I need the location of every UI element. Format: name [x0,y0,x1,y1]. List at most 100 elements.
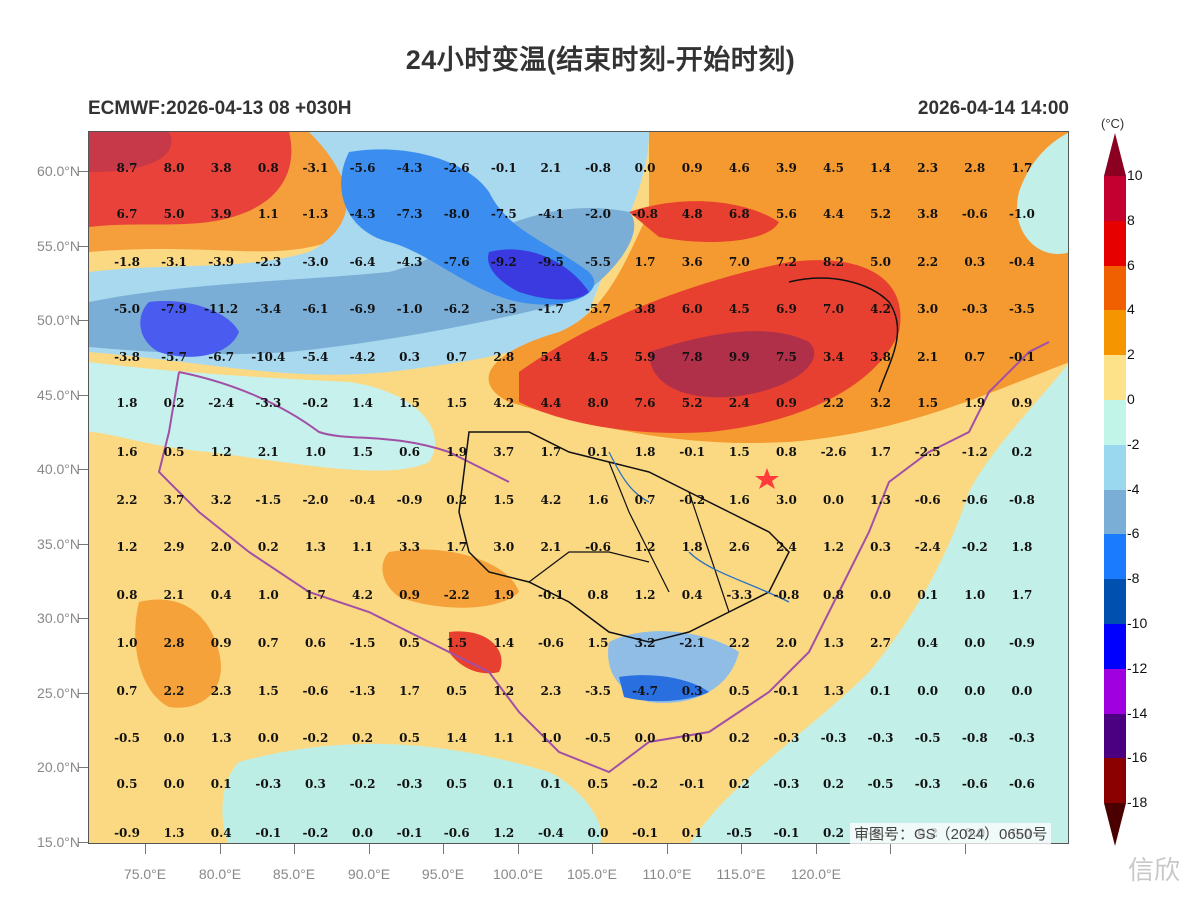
grid-value: -0.3 [1008,731,1035,745]
grid-value: -0.3 [914,777,941,791]
x-tick-label: 90.0°E [347,866,391,882]
grid-value: 1.9 [446,445,468,459]
grid-value: -0.6 [961,777,988,791]
grid-value: -0.5 [114,731,140,745]
grid-value: -6.1 [302,302,329,316]
grid-value: 0.2 [823,826,844,840]
grid-value: 4.5 [823,161,844,175]
y-tick-label: 20.0°N [37,759,80,775]
grid-value: 0.0 [1011,684,1033,698]
grid-value: 5.2 [681,396,703,410]
grid-value: -0.4 [1008,255,1035,269]
grid-value: -0.2 [302,396,329,410]
grid-value: 4.2 [540,493,562,507]
grid-value: -0.5 [726,826,753,840]
grid-value: 1.9 [493,588,515,602]
grid-value: 0.5 [399,731,421,745]
grid-value: -2.4 [208,396,235,410]
grid-value: -2.0 [585,207,611,221]
grid-value: 1.6 [587,493,609,507]
grid-value: -0.1 [773,684,800,698]
grid-value: 0.1 [681,826,703,840]
x-tick-label: 85.0°E [272,866,316,882]
grid-value: -9.2 [490,255,517,269]
grid-value: 1.3 [163,826,185,840]
grid-value: -0.6 [443,826,470,840]
grid-value: 8.0 [163,161,185,175]
grid-value: 0.3 [964,255,986,269]
grid-value: 1.0 [116,636,138,650]
grid-value: -1.8 [114,255,140,269]
colorbar-min-arrow [1104,803,1126,847]
grid-value: 1.5 [493,493,515,507]
colorbar-label: 10 [1127,167,1143,183]
grid-value: 3.9 [210,207,232,221]
grid-value: 1.0 [540,731,562,745]
grid-value: 0.4 [210,588,232,602]
grid-value: 8.7 [116,161,138,175]
grid-value: -0.1 [537,588,564,602]
grid-value: -0.6 [961,493,988,507]
grid-value: 1.5 [446,396,468,410]
grid-value: -0.9 [114,826,140,840]
grid-value: 0.7 [446,350,468,364]
grid-value: 7.0 [728,255,750,269]
grid-value: 2.1 [540,161,562,175]
grid-value: -0.6 [961,207,988,221]
grid-value: -3.3 [726,588,753,602]
grid-value: -2.6 [443,161,470,175]
grid-value: -6.7 [208,350,235,364]
grid-value: -0.6 [1008,777,1035,791]
grid-value: 5.6 [775,207,797,221]
y-tick-label: 60.0°N [37,163,80,179]
grid-value: -0.3 [867,731,894,745]
grid-value: -5.7 [585,302,611,316]
grid-value: 0.7 [634,493,656,507]
grid-value: -9.5 [537,255,564,269]
grid-value: 4.2 [493,396,515,410]
grid-value: 3.4 [823,350,844,364]
grid-value: -8.0 [443,207,470,221]
grid-value: -4.3 [349,207,376,221]
grid-value: 2.1 [540,540,562,554]
colorbar-unit: (°C) [1101,116,1125,131]
y-tick-label: 25.0°N [37,685,80,701]
grid-value: 8.2 [823,255,844,269]
grid-value: 1.4 [352,396,373,410]
colorbar-label: -10 [1127,615,1148,631]
grid-value: 0.9 [775,396,797,410]
model-run-label: ECMWF:2026-04-13 08 +030H [88,98,352,119]
colorbar-segment [1104,758,1126,804]
grid-value: 3.7 [493,445,515,459]
grid-value: 0.1 [587,445,609,459]
grid-value: -0.1 [679,777,706,791]
grid-value: -0.8 [961,731,988,745]
colorbar-label: -12 [1127,659,1148,676]
grid-value: 0.9 [210,636,232,650]
grid-value: 0.5 [116,777,138,791]
colorbar-label: 6 [1127,256,1135,273]
grid-value: 2.7 [870,636,892,650]
grid-value: -0.8 [632,207,659,221]
grid-value: 4.4 [823,207,844,221]
grid-value: 2.9 [163,540,185,554]
grid-value: 7.5 [775,350,797,364]
x-tick-label: 75.0°E [123,866,167,882]
grid-value: 1.9 [964,396,986,410]
grid-value: 2.4 [775,540,797,554]
grid-value: 1.5 [917,396,939,410]
grid-value: -3.3 [255,396,282,410]
grid-value: 5.0 [163,207,185,221]
grid-value: 3.0 [917,302,939,316]
grid-value: -0.8 [773,588,800,602]
grid-value: 5.2 [870,207,892,221]
grid-value: 4.5 [728,302,750,316]
map-approval-number: 审图号：GS（2024）0650号 [850,823,1052,844]
grid-value: -2.1 [679,636,706,650]
grid-value: 2.2 [163,684,185,698]
grid-value: 1.2 [493,826,515,840]
grid-value: -10.4 [251,350,286,364]
grid-value: -0.3 [773,731,800,745]
grid-value: 1.7 [446,540,468,554]
grid-value: -0.3 [396,777,423,791]
